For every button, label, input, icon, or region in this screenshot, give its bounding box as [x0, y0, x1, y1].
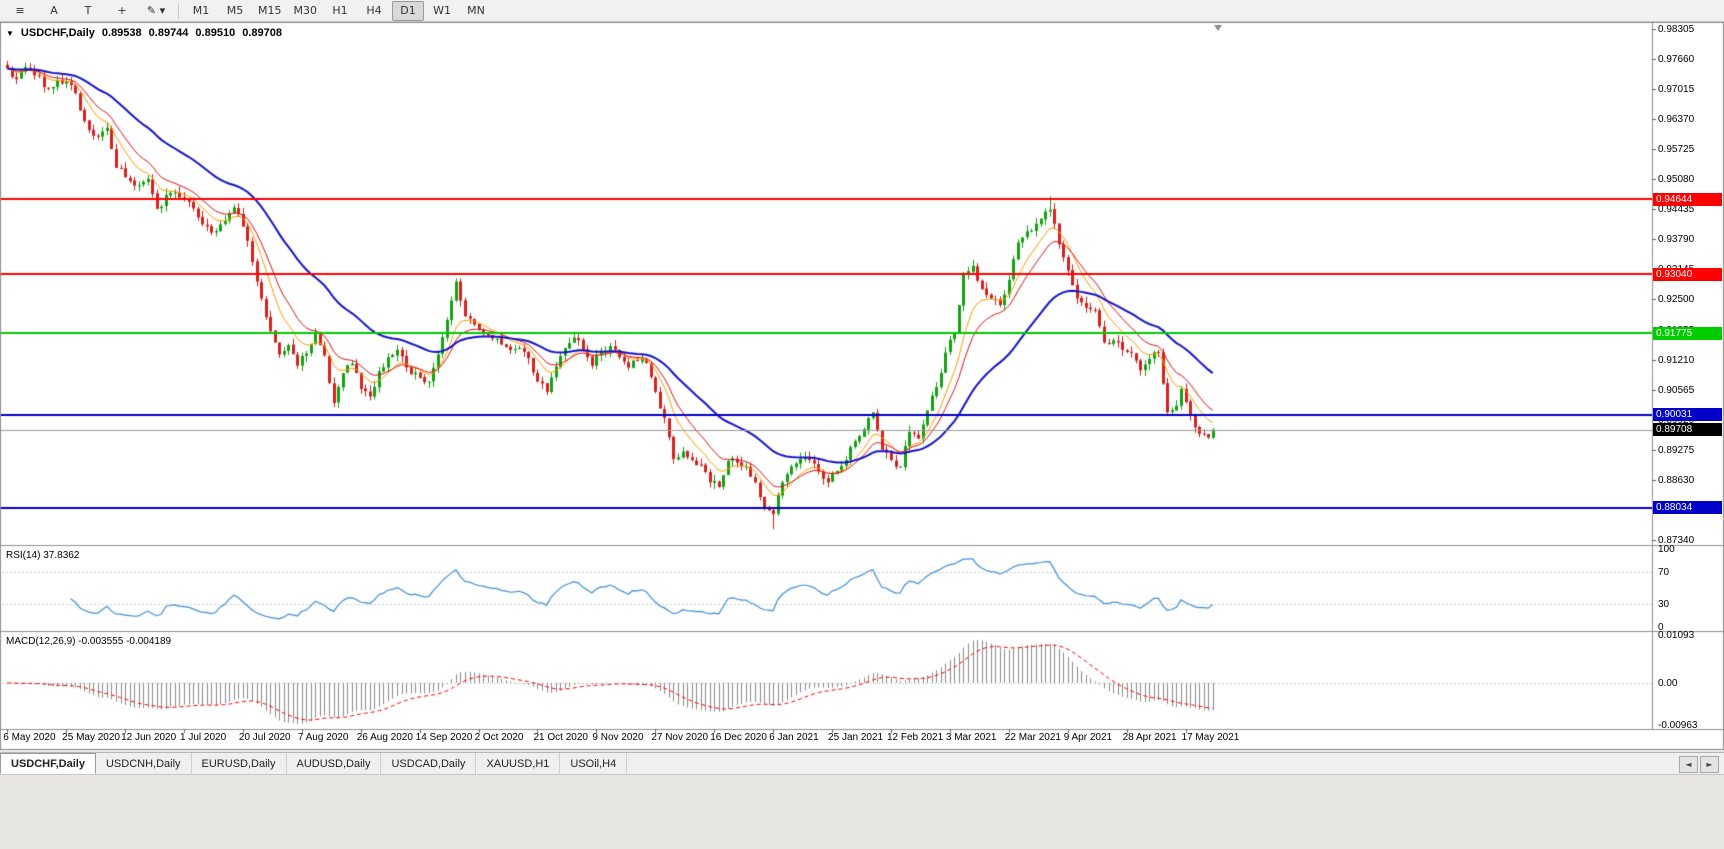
timeframe-mn-button[interactable]: MN — [467, 4, 485, 17]
date-tick-label: 7 Aug 2020 — [297, 732, 349, 743]
cursor-tool-icon: A — [50, 4, 58, 17]
price-tick-label: 0.94435 — [1658, 204, 1695, 216]
timeframe-h1-button[interactable]: H1 — [332, 4, 348, 17]
rsi-tick-label: 70 — [1658, 567, 1670, 579]
macd-tick-label: 0.01093 — [1658, 630, 1695, 641]
price-tick-label: 0.87340 — [1658, 535, 1695, 547]
bid-price-tag: 0.89708 — [1653, 423, 1722, 437]
text-tool-icon: T — [84, 4, 92, 17]
tool-group: ≡ A T + ✎ ▾ — [4, 1, 172, 21]
date-tick-label: 9 Nov 2020 — [592, 732, 644, 743]
tab-usoil-h4[interactable]: USOil,H4 — [560, 753, 628, 774]
charts-menu-button[interactable]: ≡ — [4, 1, 36, 21]
price-tick-label: 0.96370 — [1658, 113, 1695, 125]
timeframe-m5-button[interactable]: M5 — [226, 4, 244, 17]
level-price-tag: 0.94644 — [1653, 192, 1722, 206]
level-price-tag: 0.91775 — [1653, 326, 1722, 340]
date-tick-label: 16 Dec 2020 — [710, 732, 767, 743]
chart-symbol-label: USDCHF,Daily — [20, 27, 95, 39]
tab-usdchf-daily[interactable]: USDCHF,Daily — [0, 753, 96, 774]
tab-audusd-daily[interactable]: AUDUSD,Daily — [287, 753, 382, 774]
date-tick-label: 22 Mar 2021 — [1004, 732, 1061, 743]
date-tick-label: 6 Jan 2021 — [769, 732, 819, 743]
date-tick-label: 25 Jan 2021 — [828, 732, 884, 743]
date-tick-label: 12 Jun 2020 — [121, 732, 177, 743]
price-tick-label: 0.98305 — [1658, 23, 1695, 35]
timeframe-m1-button[interactable]: M1 — [192, 4, 210, 17]
macd-tick-label: -0.00963 — [1658, 720, 1698, 731]
chart-tabbar: USDCHF,Daily USDCNH,Daily EURUSD,Daily AUDU… — [0, 752, 1724, 775]
rsi-label: RSI(14) 37.8362 — [6, 550, 80, 561]
chart-canvas[interactable] — [0, 22, 1724, 750]
chart-menu-marker-icon[interactable]: ▼ — [6, 28, 14, 38]
macd-tick-label: 0.00 — [1658, 677, 1678, 689]
tab-usdcnh-daily[interactable]: USDCNH,Daily — [96, 753, 192, 774]
rsi-tick-label: 0 — [1658, 622, 1664, 633]
charts-menu-icon: ≡ — [15, 4, 25, 17]
timeframe-d1-button[interactable]: D1 — [392, 0, 424, 21]
draw-tools-icon: ✎ ▾ — [146, 4, 166, 17]
top-toolbar: ≡ A T + ✎ ▾ M1 M5 M15 M30 H1 H4 D1 W1 MN — [0, 0, 1724, 22]
price-tick-label: 0.95725 — [1658, 143, 1695, 155]
date-tick-label: 12 Feb 2021 — [886, 732, 944, 743]
price-tick-label: 0.90565 — [1658, 384, 1695, 396]
date-tick-label: 27 Nov 2020 — [651, 732, 709, 743]
ohlc-high: 0.89744 — [148, 27, 189, 39]
crosshair-tool-button[interactable]: + — [106, 1, 138, 21]
level-price-tag: 0.90031 — [1653, 408, 1722, 422]
ohlc-close: 0.89708 — [242, 27, 282, 39]
date-tick-label: 2 Oct 2020 — [474, 732, 524, 743]
tab-xauusd-h1[interactable]: XAUUSD,H1 — [476, 753, 561, 774]
draw-tools-button[interactable]: ✎ ▾ — [140, 1, 172, 21]
tab-eurusd-daily[interactable]: EURUSD,Daily — [192, 753, 287, 774]
ohlc-open: 0.89538 — [101, 27, 142, 39]
date-tick-label: 6 May 2020 — [3, 732, 56, 743]
price-tick-label: 0.91210 — [1658, 354, 1695, 366]
ohlc-low: 0.89510 — [195, 27, 236, 39]
date-tick-label: 1 Jul 2020 — [180, 732, 227, 743]
text-tool-button[interactable]: T — [72, 1, 104, 21]
date-tick-label: 21 Oct 2020 — [533, 732, 588, 743]
date-tick-label: 9 Apr 2021 — [1063, 732, 1113, 743]
tabs-scroll-right-button[interactable]: ► — [1700, 756, 1719, 773]
price-tick-label: 0.93790 — [1658, 234, 1695, 246]
price-tick-label: 0.97015 — [1658, 83, 1695, 95]
toolbar-separator — [178, 2, 179, 19]
date-tick-label: 26 Aug 2020 — [356, 732, 413, 743]
chart-header: ▼ USDCHF,Daily 0.89538 0.89744 0.89510 0… — [6, 27, 282, 39]
chart-window: ▼ USDCHF,Daily 0.89538 0.89744 0.89510 0… — [0, 22, 1724, 750]
date-tick-label: 20 Jul 2020 — [238, 732, 291, 743]
date-tick-label: 25 May 2020 — [62, 732, 120, 743]
timeframe-m15-button[interactable]: M15 — [258, 4, 282, 17]
price-tick-label: 0.95080 — [1658, 174, 1695, 185]
timeframe-group: M1 M5 M15 M30 H1 H4 D1 W1 MN — [185, 0, 492, 21]
price-tick-label: 0.88630 — [1658, 475, 1695, 486]
timeframe-w1-button[interactable]: W1 — [433, 4, 451, 17]
tab-usdcad-daily[interactable]: USDCAD,Daily — [381, 753, 477, 774]
cursor-tool-button[interactable]: A — [38, 1, 70, 21]
price-tick-label: 0.97660 — [1658, 53, 1695, 65]
date-tick-label: 14 Sep 2020 — [415, 732, 473, 743]
price-tick-label: 0.92500 — [1658, 294, 1695, 306]
rsi-tick-label: 30 — [1658, 598, 1670, 610]
price-tick-label: 0.89275 — [1658, 444, 1695, 456]
rsi-tick-label: 100 — [1658, 544, 1675, 555]
tabs-scroll-left-button[interactable]: ◄ — [1679, 756, 1698, 773]
chart-tabs: USDCHF,Daily USDCNH,Daily EURUSD,Daily AUDU… — [0, 753, 628, 774]
level-price-tag: 0.93040 — [1653, 267, 1722, 281]
date-tick-label: 3 Mar 2021 — [945, 732, 997, 743]
level-price-tag: 0.88034 — [1653, 501, 1722, 515]
tab-scroll-arrows: ◄ ► — [1679, 756, 1719, 773]
macd-label: MACD(12,26,9) -0.003555 -0.004189 — [6, 636, 172, 647]
timeframe-m30-button[interactable]: M30 — [293, 4, 318, 17]
date-tick-label: 17 May 2021 — [1181, 732, 1240, 743]
timeframe-h4-button[interactable]: H4 — [366, 4, 382, 17]
crosshair-tool-icon: + — [117, 4, 127, 17]
date-tick-label: 28 Apr 2021 — [1122, 732, 1177, 743]
